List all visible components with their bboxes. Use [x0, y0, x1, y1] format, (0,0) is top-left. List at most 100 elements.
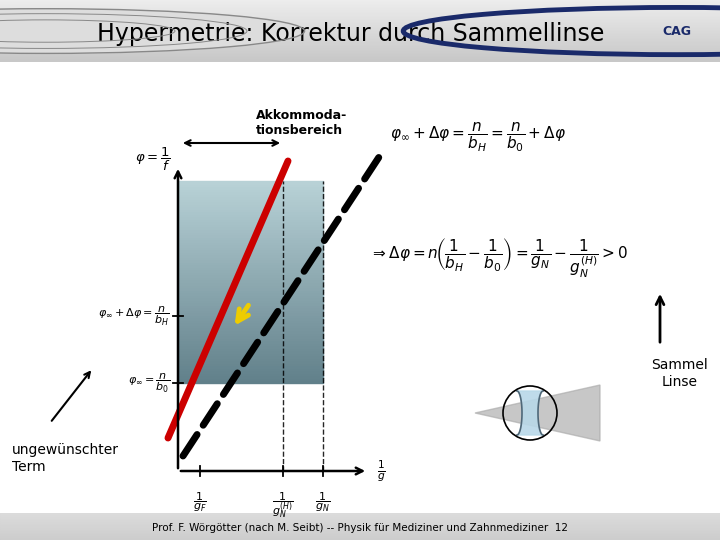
Bar: [0, 539, 720, 540]
Bar: [0, 12, 720, 14]
Bar: [0, 30, 720, 31]
Bar: [0, 24, 720, 25]
Bar: [0, 0, 720, 1]
Circle shape: [0, 9, 305, 53]
Bar: [0, 523, 720, 524]
Polygon shape: [475, 385, 600, 441]
Bar: [0, 537, 720, 538]
Bar: [0, 2, 720, 3]
Bar: [0, 19, 720, 21]
Bar: [0, 46, 720, 48]
Bar: [0, 53, 720, 54]
Text: $\Rightarrow \Delta\varphi = n\!\left(\dfrac{1}{b_H} - \dfrac{1}{b_0}\right)= \d: $\Rightarrow \Delta\varphi = n\!\left(\d…: [370, 237, 628, 280]
Bar: [0, 518, 720, 519]
Bar: [0, 515, 720, 516]
Bar: [0, 25, 720, 26]
Bar: [0, 44, 720, 45]
Bar: [0, 4, 720, 5]
Bar: [0, 526, 720, 527]
Bar: [0, 16, 720, 17]
Bar: [0, 517, 720, 518]
Bar: [0, 15, 720, 16]
Polygon shape: [517, 391, 543, 435]
Bar: [0, 52, 720, 53]
Text: $\dfrac{1}{g_F}$: $\dfrac{1}{g_F}$: [193, 491, 207, 515]
Text: Akkommodа-
tionsbereich: Akkommodа- tionsbereich: [256, 109, 347, 137]
Bar: [0, 37, 720, 38]
Bar: [0, 521, 720, 522]
Bar: [0, 32, 720, 33]
Bar: [0, 26, 720, 27]
Bar: [0, 3, 720, 4]
Bar: [0, 528, 720, 529]
Bar: [0, 522, 720, 523]
Bar: [0, 10, 720, 11]
Bar: [0, 513, 720, 514]
Bar: [0, 48, 720, 49]
Bar: [0, 22, 720, 23]
Text: $\varphi = \dfrac{1}{f}$: $\varphi = \dfrac{1}{f}$: [135, 145, 170, 173]
Bar: [0, 35, 720, 36]
Bar: [0, 45, 720, 46]
Bar: [0, 527, 720, 528]
Text: Hypermetrie: Korrektur durch Sammellinse: Hypermetrie: Korrektur durch Sammellinse: [97, 22, 605, 45]
Text: Sammel
Linse: Sammel Linse: [652, 358, 708, 389]
Bar: [0, 57, 720, 58]
Bar: [0, 34, 720, 35]
Bar: [0, 535, 720, 536]
Bar: [0, 31, 720, 32]
Bar: [0, 530, 720, 531]
Bar: [0, 33, 720, 34]
Bar: [0, 5, 720, 6]
Bar: [0, 29, 720, 30]
Bar: [0, 9, 720, 10]
Bar: [0, 534, 720, 535]
Text: $\varphi_\infty = \dfrac{n}{b_0}$: $\varphi_\infty = \dfrac{n}{b_0}$: [128, 372, 170, 395]
Bar: [0, 43, 720, 44]
Bar: [0, 43, 720, 44]
Bar: [0, 538, 720, 539]
Text: CAG: CAG: [662, 24, 691, 38]
Bar: [0, 21, 720, 22]
Bar: [0, 51, 720, 52]
Bar: [0, 514, 720, 515]
Bar: [0, 27, 720, 28]
Bar: [0, 42, 720, 43]
Bar: [0, 28, 720, 29]
Bar: [0, 8, 720, 9]
Bar: [0, 38, 720, 39]
Text: $\varphi_\infty + \Delta\varphi = \dfrac{n}{b_H} = \dfrac{n}{b_0} + \Delta\varph: $\varphi_\infty + \Delta\varphi = \dfrac…: [390, 122, 566, 154]
Text: $\dfrac{1}{g_N}$: $\dfrac{1}{g_N}$: [315, 491, 330, 515]
Bar: [0, 40, 720, 42]
Bar: [0, 519, 720, 521]
Text: $\dfrac{1}{g_N^{(H)}}$: $\dfrac{1}{g_N^{(H)}}$: [272, 491, 294, 521]
Bar: [0, 50, 720, 51]
Bar: [0, 1, 720, 2]
Bar: [0, 529, 720, 530]
Bar: [0, 36, 720, 37]
Bar: [0, 56, 720, 57]
Bar: [0, 536, 720, 537]
Bar: [0, 49, 720, 50]
Bar: [0, 532, 720, 534]
Bar: [0, 531, 720, 532]
Bar: [0, 14, 720, 15]
Bar: [0, 11, 720, 12]
Bar: [0, 39, 720, 40]
Bar: [0, 17, 720, 18]
Bar: [0, 516, 720, 517]
Bar: [0, 23, 720, 24]
Bar: [0, 6, 720, 7]
Text: $\varphi_\infty + \Delta\varphi = \dfrac{n}{b_H}$: $\varphi_\infty + \Delta\varphi = \dfrac…: [99, 305, 170, 328]
Bar: [0, 58, 720, 59]
Bar: [0, 524, 720, 525]
Bar: [0, 18, 720, 19]
Bar: [0, 525, 720, 526]
Bar: [0, 55, 720, 56]
Bar: [0, 60, 720, 61]
Text: ungewünschter
Term: ungewünschter Term: [12, 443, 119, 474]
Text: $\frac{1}{g}$: $\frac{1}{g}$: [377, 458, 385, 484]
Bar: [0, 7, 720, 8]
Text: Prof. F. Wörgötter (nach M. Seibt) -- Physik für Mediziner und Zahnmediziner  12: Prof. F. Wörgötter (nach M. Seibt) -- Ph…: [152, 523, 568, 532]
Bar: [0, 61, 720, 62]
